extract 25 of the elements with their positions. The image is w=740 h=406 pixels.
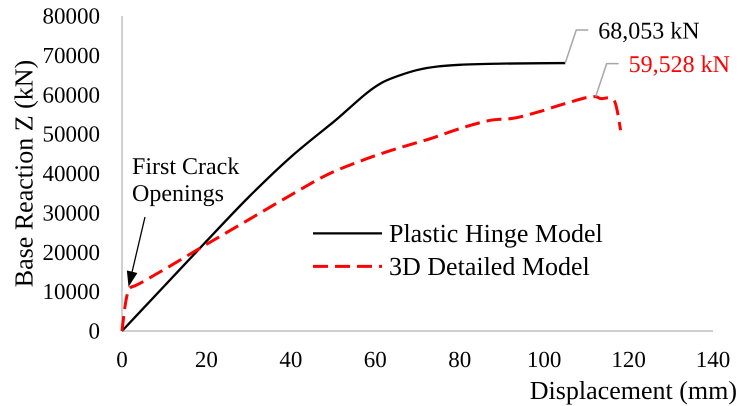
y-axis-title: Base Reaction Z (kN): [10, 60, 39, 288]
legend-label: Plastic Hinge Model: [389, 218, 603, 248]
annotation: First Crack Openings: [132, 154, 240, 207]
x-tick-label: 140: [696, 347, 730, 372]
y-tick-label: 50000: [42, 122, 100, 147]
y-tick-label: 80000: [42, 4, 100, 29]
y-tick-label: 0: [88, 318, 100, 344]
x-tick-label: 20: [194, 347, 218, 372]
data-label: 68,053 kN: [598, 18, 700, 44]
y-tick-label: 40000: [42, 161, 100, 186]
y-tick-label: 70000: [42, 42, 100, 68]
x-axis-title: Displacement (mm): [530, 376, 737, 405]
x-tick-label: 100: [526, 347, 562, 372]
data-label: 59,528 kN: [628, 52, 730, 78]
x-tick-label: 0: [116, 347, 128, 372]
y-tick-label: 10000: [42, 279, 100, 304]
legend-label: 3D Detailed Model: [389, 252, 590, 281]
x-tick-label: 120: [611, 347, 646, 372]
y-tick-label: 60000: [42, 82, 100, 108]
x-tick-label: 60: [364, 347, 387, 372]
x-tick-label: 40: [279, 347, 302, 372]
y-tick-label: 20000: [42, 240, 100, 265]
line-series: [120, 95, 622, 332]
y-tick-label: 30000: [42, 200, 100, 226]
x-tick-label: 80: [448, 347, 472, 372]
